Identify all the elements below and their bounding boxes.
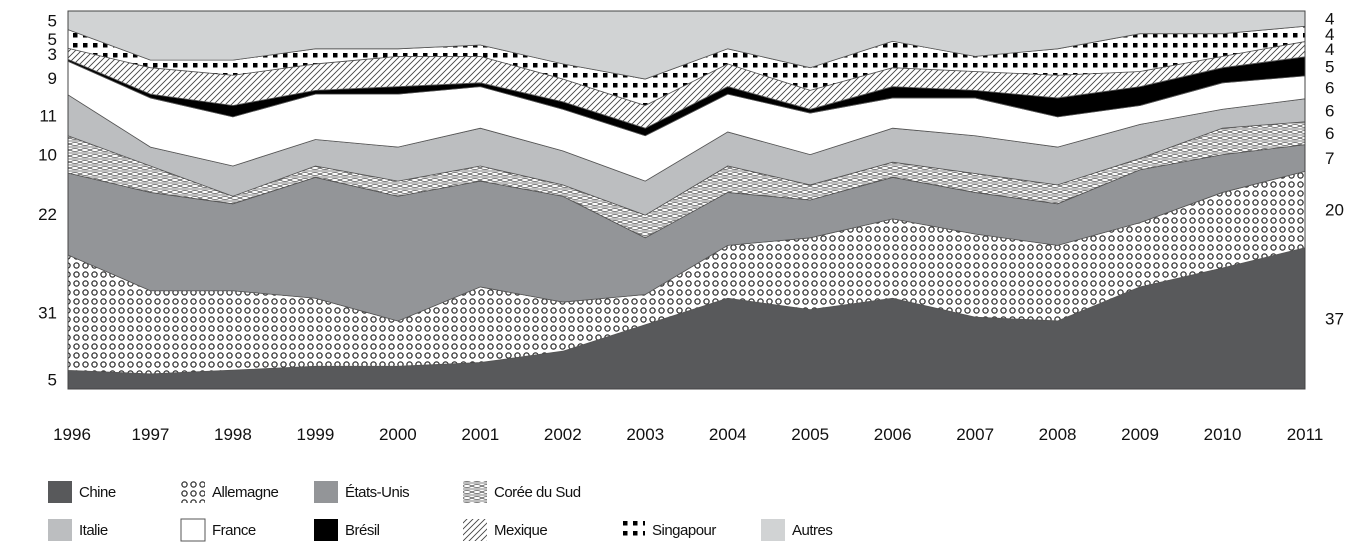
end-value-label: 4 bbox=[1325, 40, 1334, 59]
x-tick-label: 2002 bbox=[544, 425, 582, 444]
start-value-label: 5 bbox=[48, 371, 57, 390]
end-value-label: 7 bbox=[1325, 149, 1334, 168]
legend-item-chine: Chine bbox=[47, 480, 116, 504]
legend-swatch bbox=[181, 481, 205, 503]
x-tick-label: 1998 bbox=[214, 425, 252, 444]
legend-swatch bbox=[463, 519, 487, 541]
start-value-label: 31 bbox=[38, 304, 57, 323]
x-tick-label: 2007 bbox=[956, 425, 994, 444]
x-tick-label: 1999 bbox=[296, 425, 334, 444]
end-value-label: 4 bbox=[1325, 10, 1334, 29]
legend-swatch bbox=[180, 518, 206, 542]
legend-item-etats-unis: États-Unis bbox=[313, 480, 410, 504]
legend-label: Allemagne bbox=[212, 483, 279, 501]
start-value-label: 11 bbox=[39, 106, 57, 125]
legend-item-allemagne: Allemagne bbox=[180, 480, 279, 504]
end-value-label: 20 bbox=[1325, 201, 1344, 220]
legend-label: Autres bbox=[792, 521, 833, 539]
x-tick-label: 2006 bbox=[874, 425, 912, 444]
x-tick-label: 2008 bbox=[1039, 425, 1077, 444]
plot-frame bbox=[67, 10, 1306, 390]
legend-item-france: France bbox=[180, 518, 256, 542]
legend-label: France bbox=[212, 521, 256, 539]
x-tick-label: 2000 bbox=[379, 425, 417, 444]
legend-item-singapour: Singapour bbox=[620, 518, 716, 542]
legend-label: États-Unis bbox=[345, 483, 410, 501]
legend-label: Corée du Sud bbox=[494, 483, 581, 501]
x-tick-label: 1996 bbox=[53, 425, 91, 444]
x-tick-label: 2011 bbox=[1287, 425, 1324, 444]
end-value-label: 4 bbox=[1325, 25, 1334, 44]
legend-swatch bbox=[314, 519, 338, 541]
end-value-label: 6 bbox=[1325, 78, 1334, 97]
x-tick-label: 2010 bbox=[1204, 425, 1242, 444]
legend-swatch bbox=[463, 481, 487, 503]
end-value-label: 37 bbox=[1325, 309, 1344, 328]
legend-item-bresil: Brésil bbox=[313, 518, 380, 542]
legend-swatch bbox=[48, 481, 72, 503]
start-value-label: 5 bbox=[48, 30, 57, 49]
start-value-label: 22 bbox=[38, 205, 57, 224]
x-tick-label: 1997 bbox=[132, 425, 170, 444]
x-tick-label: 2001 bbox=[461, 425, 499, 444]
start-value-label: 3 bbox=[48, 45, 57, 64]
end-value-label: 6 bbox=[1325, 101, 1334, 120]
start-value-label: 5 bbox=[48, 11, 57, 30]
legend-item-italie: Italie bbox=[47, 518, 108, 542]
start-value-label: 10 bbox=[38, 145, 57, 164]
legend-label: Italie bbox=[79, 521, 108, 539]
legend-label: Singapour bbox=[652, 521, 716, 539]
legend-swatch bbox=[48, 519, 72, 541]
legend-label: Brésil bbox=[345, 521, 380, 539]
x-tick-label: 2004 bbox=[709, 425, 747, 444]
legend-item-coree-du-sud: Corée du Sud bbox=[462, 480, 581, 504]
legend-swatch bbox=[761, 519, 785, 541]
x-tick-label: 2005 bbox=[791, 425, 829, 444]
end-value-label: 6 bbox=[1325, 124, 1334, 143]
x-tick-label: 2009 bbox=[1121, 425, 1159, 444]
end-value-label: 5 bbox=[1325, 57, 1334, 76]
legend-swatch bbox=[621, 519, 645, 541]
legend-item-autres: Autres bbox=[760, 518, 833, 542]
legend-item-mexique: Mexique bbox=[462, 518, 548, 542]
legend-label: Mexique bbox=[494, 521, 548, 539]
legend-swatch bbox=[314, 481, 338, 503]
x-tick-label: 2003 bbox=[626, 425, 664, 444]
legend-label: Chine bbox=[79, 483, 116, 501]
start-value-label: 9 bbox=[48, 69, 57, 88]
